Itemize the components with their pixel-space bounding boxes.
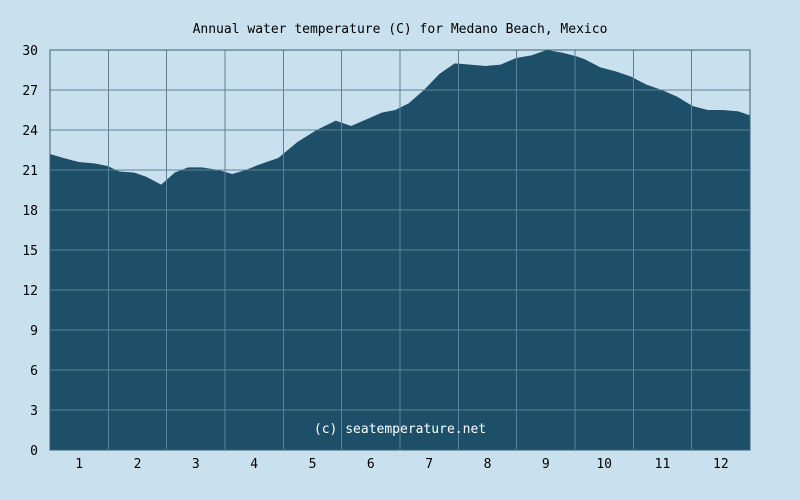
- x-tick-label: 4: [250, 457, 258, 472]
- x-tick-label: 1: [75, 457, 83, 472]
- watermark-text: (c) seatemperature.net: [314, 422, 486, 437]
- y-tick-label: 15: [22, 244, 38, 259]
- y-tick-label: 0: [30, 444, 38, 459]
- x-tick-label: 2: [134, 457, 142, 472]
- y-tick-label: 30: [22, 44, 38, 59]
- x-tick-label: 9: [542, 457, 550, 472]
- y-tick-label: 24: [22, 124, 38, 139]
- x-tick-label: 11: [655, 457, 671, 472]
- y-tick-label: 9: [30, 324, 38, 339]
- y-tick-label: 18: [22, 204, 38, 219]
- y-tick-label: 12: [22, 284, 38, 299]
- y-tick-label: 27: [22, 84, 38, 99]
- x-tick-label: 10: [596, 457, 612, 472]
- x-tick-label: 6: [367, 457, 375, 472]
- y-tick-label: 3: [30, 404, 38, 419]
- x-tick-label: 3: [192, 457, 200, 472]
- x-tick-label: 7: [425, 457, 433, 472]
- x-tick-label: 8: [484, 457, 492, 472]
- y-tick-label: 6: [30, 364, 38, 379]
- x-tick-label: 5: [309, 457, 317, 472]
- y-tick-label: 21: [22, 164, 38, 179]
- plot-frame: [49, 49, 751, 451]
- chart-title: Annual water temperature (C) for Medano …: [193, 22, 608, 37]
- x-tick-label: 12: [713, 457, 729, 472]
